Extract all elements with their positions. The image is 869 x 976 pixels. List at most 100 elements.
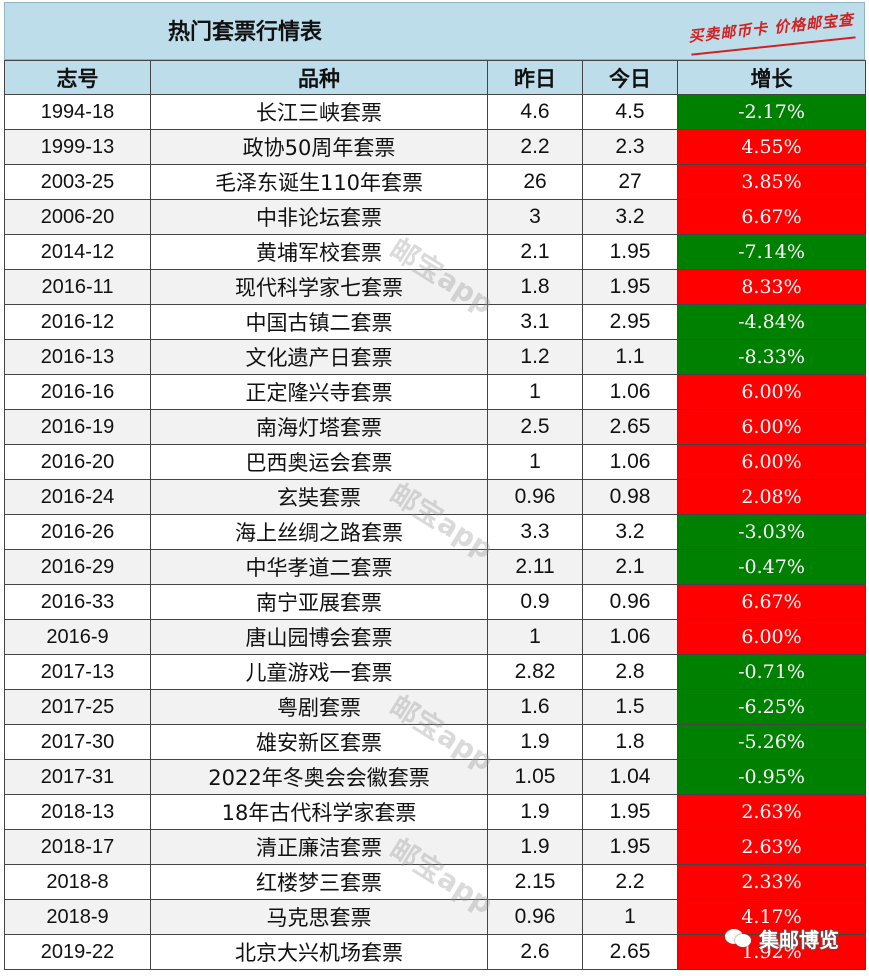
table-row: 2017-25 粤剧套票 1.6 1.5 -6.25% — [4, 689, 866, 725]
cell-change: 3.85% — [677, 164, 866, 200]
table-title: 热门套票行情表 — [167, 19, 322, 45]
cell-change: -7.14% — [677, 234, 866, 270]
cell-yesterday: 2.82 — [487, 654, 583, 690]
header-yesterday: 昨日 — [487, 60, 583, 95]
table-row: 1999-13 政协50周年套票 2.2 2.3 4.55% — [4, 129, 866, 165]
cell-yesterday: 1.2 — [487, 339, 583, 375]
cell-code: 2016-12 — [4, 304, 151, 340]
cell-change: 6.00% — [677, 409, 866, 445]
cell-change: 6.67% — [677, 584, 866, 620]
table-row: 2017-31 2022年冬奥会会徽套票 1.05 1.04 -0.95% — [4, 759, 866, 795]
cell-today: 1.06 — [582, 374, 678, 410]
cell-yesterday: 1.6 — [487, 689, 583, 725]
cell-change: -3.03% — [677, 514, 866, 550]
table-row: 2018-17 清正廉洁套票 1.9 1.95 2.63% — [4, 829, 866, 865]
price-table: 志号 品种 昨日 今日 增长 1994-18 长江三峡套票 4.6 4.5 -2.17%… — [4, 60, 866, 970]
cell-today: 1.04 — [582, 759, 678, 795]
cell-change: 2.63% — [677, 829, 866, 865]
cell-yesterday: 1.8 — [487, 269, 583, 305]
cell-code: 2016-29 — [4, 549, 151, 585]
table-row: 2016-20 巴西奥运会套票 1 1.06 6.00% — [4, 444, 866, 480]
price-table-sheet: 热门套票行情表 买卖邮币卡 价格邮宝查 志号 品种 昨日 今日 增长 1994-… — [4, 2, 866, 970]
table-row: 2016-12 中国古镇二套票 3.1 2.95 -4.84% — [4, 304, 866, 340]
cell-today: 1.8 — [582, 724, 678, 760]
header-today: 今日 — [582, 60, 678, 95]
cell-yesterday: 2.15 — [487, 864, 583, 900]
header-name: 品种 — [150, 60, 488, 95]
table-row: 2019-22 北京大兴机场套票 2.6 2.65 1.92% — [4, 934, 866, 970]
cell-today: 2.2 — [582, 864, 678, 900]
cell-yesterday: 3.3 — [487, 514, 583, 550]
cell-yesterday: 2.6 — [487, 934, 583, 970]
cell-name: 中非论坛套票 — [150, 199, 488, 235]
cell-yesterday: 1.05 — [487, 759, 583, 795]
brand-name: 集邮博览 — [759, 927, 839, 952]
table-row: 2003-25 毛泽东诞生110年套票 26 27 3.85% — [4, 164, 866, 200]
cell-yesterday: 0.96 — [487, 479, 583, 515]
table-row: 1994-18 长江三峡套票 4.6 4.5 -2.17% — [4, 94, 866, 130]
header-change: 增长 — [677, 60, 866, 95]
cell-yesterday: 3 — [487, 199, 583, 235]
cell-today: 1.95 — [582, 234, 678, 270]
cell-today: 0.96 — [582, 584, 678, 620]
cell-name: 唐山园博会套票 — [150, 619, 488, 655]
cell-code: 1994-18 — [4, 94, 151, 130]
table-row: 2017-30 雄安新区套票 1.9 1.8 -5.26% — [4, 724, 866, 760]
cell-name: 毛泽东诞生110年套票 — [150, 164, 488, 200]
cell-today: 27 — [582, 164, 678, 200]
cell-change: -2.17% — [677, 94, 866, 130]
cell-change: -6.25% — [677, 689, 866, 725]
cell-yesterday: 26 — [487, 164, 583, 200]
cell-change: 2.08% — [677, 479, 866, 515]
cell-name: 儿童游戏一套票 — [150, 654, 488, 690]
cell-today: 1.5 — [582, 689, 678, 725]
cell-name: 粤剧套票 — [150, 689, 488, 725]
cell-change: -4.84% — [677, 304, 866, 340]
cell-today: 2.8 — [582, 654, 678, 690]
cell-code: 2017-30 — [4, 724, 151, 760]
cell-today: 1.95 — [582, 794, 678, 830]
cell-code: 2019-22 — [4, 934, 151, 970]
cell-today: 3.2 — [582, 514, 678, 550]
cell-name: 正定隆兴寺套票 — [150, 374, 488, 410]
cell-name: 中华孝道二套票 — [150, 549, 488, 585]
cell-yesterday: 2.11 — [487, 549, 583, 585]
cell-code: 2016-19 — [4, 409, 151, 445]
cell-name: 2022年冬奥会会徽套票 — [150, 759, 488, 795]
cell-yesterday: 2.2 — [487, 129, 583, 165]
table-row: 2018-8 红楼梦三套票 2.15 2.2 2.33% — [4, 864, 866, 900]
cell-change: 4.17% — [677, 899, 866, 935]
cell-today: 1 — [582, 899, 678, 935]
cell-name: 玄奘套票 — [150, 479, 488, 515]
cell-name: 南宁亚展套票 — [150, 584, 488, 620]
cell-name: 清正廉洁套票 — [150, 829, 488, 865]
cell-change: 6.00% — [677, 444, 866, 480]
table-row: 2016-9 唐山园博会套票 1 1.06 6.00% — [4, 619, 866, 655]
cell-yesterday: 3.1 — [487, 304, 583, 340]
table-row: 2016-13 文化遗产日套票 1.2 1.1 -8.33% — [4, 339, 866, 375]
cell-code: 2017-31 — [4, 759, 151, 795]
cell-code: 2016-33 — [4, 584, 151, 620]
cell-code: 2016-24 — [4, 479, 151, 515]
cell-code: 1999-13 — [4, 129, 151, 165]
cell-name: 马克思套票 — [150, 899, 488, 935]
cell-yesterday: 1 — [487, 374, 583, 410]
cell-code: 2016-16 — [4, 374, 151, 410]
cell-code: 2016-11 — [4, 269, 151, 305]
table-row: 2016-29 中华孝道二套票 2.11 2.1 -0.47% — [4, 549, 866, 585]
cell-change: -0.47% — [677, 549, 866, 585]
cell-change: 6.67% — [677, 199, 866, 235]
cell-name: 红楼梦三套票 — [150, 864, 488, 900]
cell-name: 雄安新区套票 — [150, 724, 488, 760]
cell-code: 2017-13 — [4, 654, 151, 690]
cell-change: 2.33% — [677, 864, 866, 900]
cell-code: 2016-26 — [4, 514, 151, 550]
cell-change: -0.71% — [677, 654, 866, 690]
cell-name: 海上丝绸之路套票 — [150, 514, 488, 550]
cell-code: 2003-25 — [4, 164, 151, 200]
cell-yesterday: 1.9 — [487, 724, 583, 760]
cell-name: 北京大兴机场套票 — [150, 934, 488, 970]
table-row: 2016-19 南海灯塔套票 2.5 2.65 6.00% — [4, 409, 866, 445]
cell-yesterday: 0.9 — [487, 584, 583, 620]
cell-code: 2014-12 — [4, 234, 151, 270]
